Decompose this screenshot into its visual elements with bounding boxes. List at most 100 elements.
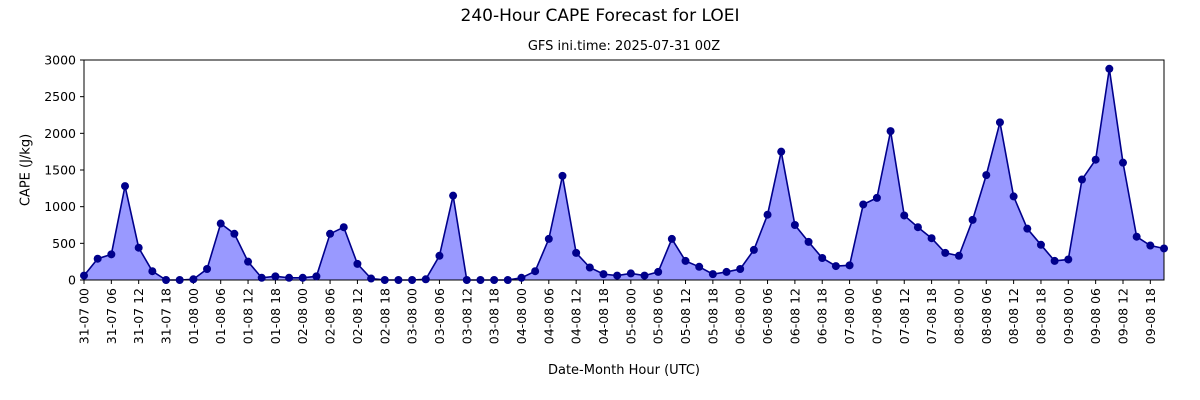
data-point <box>162 276 171 284</box>
area-layer <box>83 68 1165 281</box>
data-point <box>1050 256 1059 265</box>
data-point <box>544 234 553 243</box>
x-tick-label: 09-08 00 <box>1061 288 1076 344</box>
x-tick-label: 31-07 12 <box>131 288 146 344</box>
data-point <box>845 261 854 270</box>
data-point <box>1146 241 1155 250</box>
x-tick-label: 01-08 12 <box>241 288 256 344</box>
x-tick-label: 06-08 06 <box>760 288 775 344</box>
data-point <box>462 276 471 284</box>
data-point <box>777 147 786 156</box>
data-point <box>804 237 813 246</box>
data-point <box>1077 175 1086 184</box>
data-point <box>722 267 731 276</box>
data-point <box>790 221 799 229</box>
data-point <box>203 265 212 273</box>
x-tick-label: 04-08 00 <box>514 288 529 344</box>
x-tick-label: 06-08 12 <box>787 288 802 344</box>
data-point <box>886 127 895 136</box>
x-tick-label: 01-08 00 <box>186 288 201 344</box>
x-tick-label: 07-08 12 <box>897 288 912 344</box>
data-point <box>353 259 362 268</box>
data-point <box>230 229 239 238</box>
x-tick-label: 02-08 18 <box>377 288 392 344</box>
data-point <box>435 251 444 260</box>
chart-subtitle: GFS ini.time: 2025-07-31 00Z <box>527 39 721 54</box>
data-point <box>654 267 663 276</box>
data-point <box>476 276 485 284</box>
data-point <box>107 250 116 259</box>
data-point <box>599 270 608 279</box>
data-point <box>558 171 567 180</box>
x-tick-label: 09-08 06 <box>1088 288 1103 344</box>
data-point <box>339 223 348 232</box>
y-tick-label: 3000 <box>44 53 76 68</box>
x-tick-label: 06-08 18 <box>815 288 830 344</box>
x-tick-label: 07-08 00 <box>842 288 857 344</box>
cape-area-fill <box>84 68 1164 280</box>
data-point <box>872 193 881 202</box>
data-point <box>367 274 376 283</box>
data-point <box>312 272 321 281</box>
data-point <box>695 262 704 271</box>
data-point <box>80 271 88 280</box>
x-tick-label: 04-08 06 <box>541 288 556 344</box>
x-tick-label: 03-08 06 <box>432 288 447 344</box>
y-tick-label: 0 <box>68 273 76 288</box>
x-tick-label: 01-08 06 <box>213 288 228 344</box>
data-point <box>681 256 690 265</box>
x-tick-label: 05-08 12 <box>678 288 693 344</box>
x-tick-label: 03-08 12 <box>459 288 474 344</box>
y-tick-label: 500 <box>52 236 76 251</box>
data-point <box>490 276 499 284</box>
y-tick-label: 2500 <box>44 89 76 104</box>
x-tick-label: 04-08 18 <box>596 288 611 344</box>
data-point <box>189 275 198 284</box>
data-point <box>613 271 622 280</box>
x-tick-label: 08-08 06 <box>979 288 994 344</box>
data-point <box>421 275 430 284</box>
data-point <box>913 223 922 232</box>
x-tick-label: 08-08 18 <box>1033 288 1048 344</box>
x-tick-label: 02-08 00 <box>295 288 310 344</box>
data-point <box>900 211 909 220</box>
data-point <box>749 245 758 254</box>
data-point <box>1036 240 1045 249</box>
data-point <box>1160 244 1168 253</box>
y-tick-label: 1500 <box>44 163 76 178</box>
y-tick-label: 1000 <box>44 199 76 214</box>
data-point <box>1091 155 1100 164</box>
x-tick-label: 03-08 00 <box>405 288 420 344</box>
x-tick-label: 07-08 06 <box>869 288 884 344</box>
data-point <box>326 229 335 238</box>
x-tick-label: 05-08 00 <box>623 288 638 344</box>
data-point <box>121 182 130 191</box>
x-tick-label: 08-08 00 <box>951 288 966 344</box>
data-point <box>531 267 540 276</box>
x-tick-label: 01-08 18 <box>268 288 283 344</box>
data-point <box>408 276 417 284</box>
data-point <box>93 254 102 263</box>
data-point <box>1064 255 1073 264</box>
x-axis-label: Date-Month Hour (UTC) <box>547 363 700 378</box>
data-point <box>449 191 458 200</box>
data-point <box>244 257 253 266</box>
data-point <box>982 171 991 180</box>
data-point <box>708 270 717 279</box>
data-point <box>572 248 581 257</box>
x-tick-label: 02-08 12 <box>350 288 365 344</box>
data-point <box>941 248 950 257</box>
data-point <box>1132 232 1141 241</box>
data-point <box>517 273 526 282</box>
x-tick-label: 08-08 12 <box>1006 288 1021 344</box>
data-point <box>736 265 745 273</box>
data-point <box>216 219 225 228</box>
x-tick-label: 06-08 00 <box>733 288 748 344</box>
data-point <box>859 200 868 209</box>
data-point <box>1023 224 1032 233</box>
data-point <box>640 271 649 280</box>
x-tick-label: 31-07 18 <box>159 288 174 344</box>
data-point <box>285 273 294 282</box>
data-point <box>1105 64 1114 73</box>
